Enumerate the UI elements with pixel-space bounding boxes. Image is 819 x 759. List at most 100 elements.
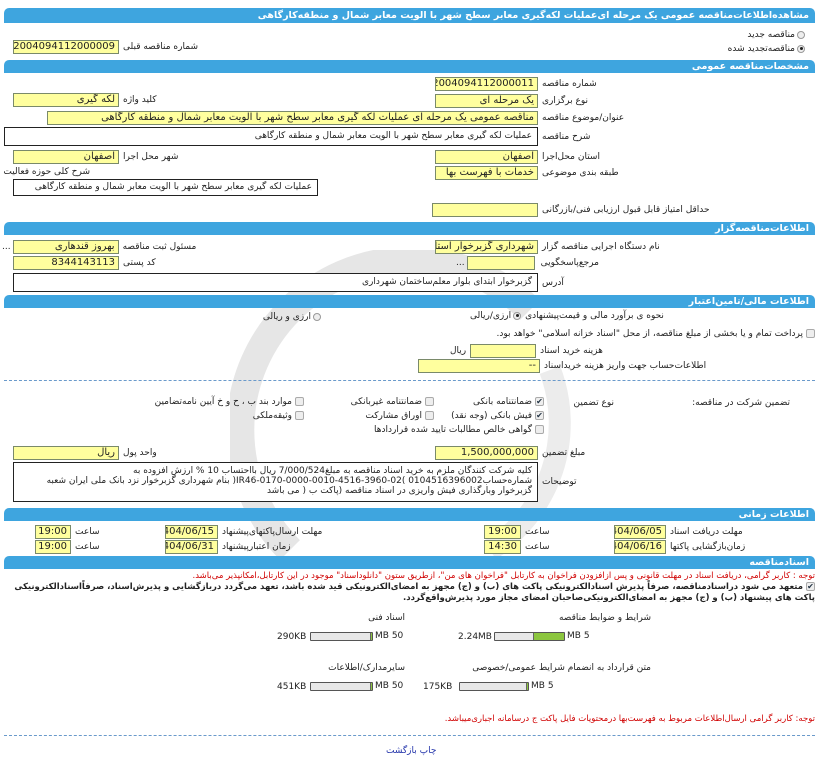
file-size: 2.24MB — [458, 632, 492, 642]
city-field[interactable]: اصفهان — [13, 150, 119, 164]
section-timing: اطلاعات زمانی — [4, 508, 815, 521]
time-label: ساعت — [75, 527, 100, 537]
registrar-field[interactable]: بهروز قندهاری — [12, 240, 119, 254]
submit-deadline-field[interactable]: 1404/06/15 — [165, 525, 218, 539]
category-field[interactable]: خدمات با فهرست بها — [435, 166, 538, 180]
registrar-more-button[interactable]: ... — [2, 242, 11, 252]
account-field[interactable]: -- — [418, 359, 540, 373]
reference-field[interactable] — [466, 256, 535, 270]
keyword-field[interactable]: لکه گیری — [13, 93, 119, 107]
notes-row: کلیه شرکت کنندگان ملزم به خرید اسناد منا… — [13, 462, 577, 502]
radio-renewed-tender[interactable]: مناقصه‌تجدید شده — [728, 44, 805, 54]
download-note: توجه : کاربر گرامی، دریافت اسناد در مهلت… — [192, 571, 815, 581]
file-size: 175KB — [423, 682, 453, 692]
guarantee-option[interactable]: گواهی خالص مطالبات تایید شده قراردادها — [374, 425, 544, 435]
min-score-label: حداقل امتیاز قابل قبول ارزیابی فنی/بازرگ… — [542, 205, 710, 215]
checkbox-icon[interactable]: ✔ — [535, 411, 544, 420]
progress-fill — [370, 633, 372, 640]
commitment-text: متعهد می شود دراسنادمناقصه، صرفاً پذیرش … — [14, 582, 815, 603]
opening-label: زمان‌بازگشایی پاکتها — [670, 542, 746, 552]
radio-icon[interactable] — [313, 312, 321, 321]
postal-code-field[interactable]: 8344143113 — [13, 256, 119, 270]
doc-cost-field[interactable] — [470, 344, 537, 358]
activity-label: شرح کلی حوزه فعالیت — [3, 167, 90, 177]
guarantee-amount-field[interactable]: 1,500,000,000 — [435, 446, 538, 460]
commitment-checkbox[interactable]: ✔متعهد می شود دراسنادمناقصه، صرفاً پذیرش… — [4, 582, 815, 604]
treasury-checkbox[interactable]: پرداخت تمام و یا بخشی از مبلغ مناقصه، از… — [496, 329, 815, 339]
tender-number-field[interactable]: 2004094112000011 — [435, 77, 538, 91]
radio-label: ارزی و ریالی — [262, 312, 311, 322]
file-size: 290KB — [277, 632, 307, 642]
activity-box: عملیات لکه گیری معابر سطح شهر با الویت م… — [13, 179, 318, 196]
reference-more-button[interactable]: ... — [456, 258, 465, 268]
address-box: گزبرخوار ابتدای بلوار معلم‌ساختمان شهردا… — [13, 273, 538, 292]
checkbox-icon[interactable] — [295, 411, 304, 420]
checkbox-icon[interactable] — [295, 397, 304, 406]
registrar-label: مسئول ثبت مناقصه — [122, 242, 197, 252]
opening-time-row: 14:30 ساعت — [484, 540, 550, 554]
description-label: شرح مناقصه — [542, 131, 591, 142]
city-row: اصفهان شهر محل اجرا — [13, 150, 178, 164]
subject-field[interactable]: مناقصه عمومی یک مرحله ای عملیات لکه گیری… — [47, 111, 538, 125]
guarantee-amount-label: مبلغ تضمین — [542, 448, 586, 458]
holding-type-field[interactable]: یک مرحله ای — [435, 94, 538, 108]
radio-currency-and-rial[interactable]: ارزی و ریالی — [263, 312, 321, 322]
time-label: ساعت — [75, 542, 100, 552]
province-field[interactable]: اصفهان — [435, 150, 538, 164]
file-progress — [494, 632, 565, 641]
guarantee-option[interactable]: موارد بند ب ، ح و خ آیین نامه‌تضامین — [155, 397, 304, 407]
file-progress — [310, 682, 373, 691]
checkbox-icon[interactable] — [806, 329, 815, 338]
doc-cost-unit: ریال — [450, 346, 467, 356]
doc-deadline-field[interactable]: 1404/06/05 — [614, 525, 666, 539]
guarantee-option[interactable]: اوراق مشارکت — [365, 411, 434, 421]
keyword-row: لکه گیری کلید واژه — [13, 93, 156, 107]
back-link[interactable]: بازگشت — [386, 746, 417, 756]
divider — [4, 735, 815, 736]
guarantee-option[interactable]: وثیقه‌ملکی — [253, 411, 304, 421]
guarantee-option[interactable]: ✔ضمانتنامه بانکی — [473, 397, 544, 407]
currency-field[interactable]: ریال — [13, 446, 119, 460]
tender-number-label: شماره مناقصه — [542, 79, 597, 89]
option-label: گواهی خالص مطالبات تایید شده قراردادها — [374, 425, 532, 435]
checkbox-icon[interactable]: ✔ — [535, 397, 544, 406]
checkbox-icon[interactable] — [535, 425, 544, 434]
radio-new-tender[interactable]: مناقصه جدید — [747, 30, 805, 40]
notes-box: کلیه شرکت کنندگان ملزم به خرید اسناد منا… — [13, 462, 538, 502]
province-row: اصفهان استان محل‌اجرا — [435, 150, 600, 164]
radio-label: مناقصه‌تجدید شده — [727, 44, 795, 54]
organization-field[interactable]: شهرداری گزبرخوار استان اصفهان — [435, 240, 538, 254]
opening-time-field[interactable]: 14:30 — [484, 540, 521, 554]
radio-icon[interactable] — [797, 44, 805, 53]
radio-rial[interactable]: ارزی/ریالی — [470, 311, 522, 321]
option-label: اوراق مشارکت — [365, 411, 422, 421]
guarantee-type-label: نوع تضمین — [573, 398, 614, 408]
doc-time-field[interactable]: 19:00 — [484, 525, 521, 539]
guarantee-amount-row: 1,500,000,000 مبلغ تضمین — [435, 446, 585, 460]
validity-row: 1404/06/31 زمان اعتبارپیشنهاد — [165, 540, 291, 554]
checkbox-icon[interactable] — [425, 397, 434, 406]
option-label: ضمانتنامه غیربانکی — [350, 397, 422, 407]
validity-time-field[interactable]: 19:00 — [35, 540, 71, 554]
opening-date-field[interactable]: 1404/06/16 — [614, 540, 666, 554]
organization-label: نام دستگاه اجرایی مناقصه گزار — [542, 242, 660, 252]
submit-time-field[interactable]: 19:00 — [35, 525, 71, 539]
radio-icon[interactable] — [797, 30, 805, 39]
print-link[interactable]: چاپ — [419, 746, 437, 756]
guarantee-option[interactable]: ✔فیش بانکی (وجه نقد) — [451, 411, 544, 421]
min-score-field[interactable] — [432, 203, 538, 217]
progress-fill — [370, 683, 372, 690]
option-label: وثیقه‌ملکی — [252, 411, 292, 421]
validity-date-field[interactable]: 1404/06/31 — [165, 540, 218, 554]
currency-label: واحد پول — [123, 448, 157, 458]
previous-tender-number-field[interactable]: 2004094112000009 — [13, 40, 119, 54]
checkbox-icon[interactable] — [425, 411, 434, 420]
price-list-note: توجه: کاربر گرامی ارسال‌اطلاعات مربوط به… — [444, 714, 815, 724]
doc-deadline-row: 1404/06/05 مهلت دریافت اسناد — [614, 525, 743, 539]
subject-label: عنوان/موضوع مناقصه — [542, 113, 625, 123]
guarantee-option[interactable]: ضمانتنامه غیربانکی — [351, 397, 434, 407]
radio-icon[interactable] — [513, 311, 522, 320]
min-score-row: حداقل امتیاز قابل قبول ارزیابی فنی/بازرگ… — [432, 203, 710, 217]
checkbox-icon[interactable]: ✔ — [806, 582, 815, 591]
category-label: طبقه بندی موضوعی — [542, 168, 619, 178]
